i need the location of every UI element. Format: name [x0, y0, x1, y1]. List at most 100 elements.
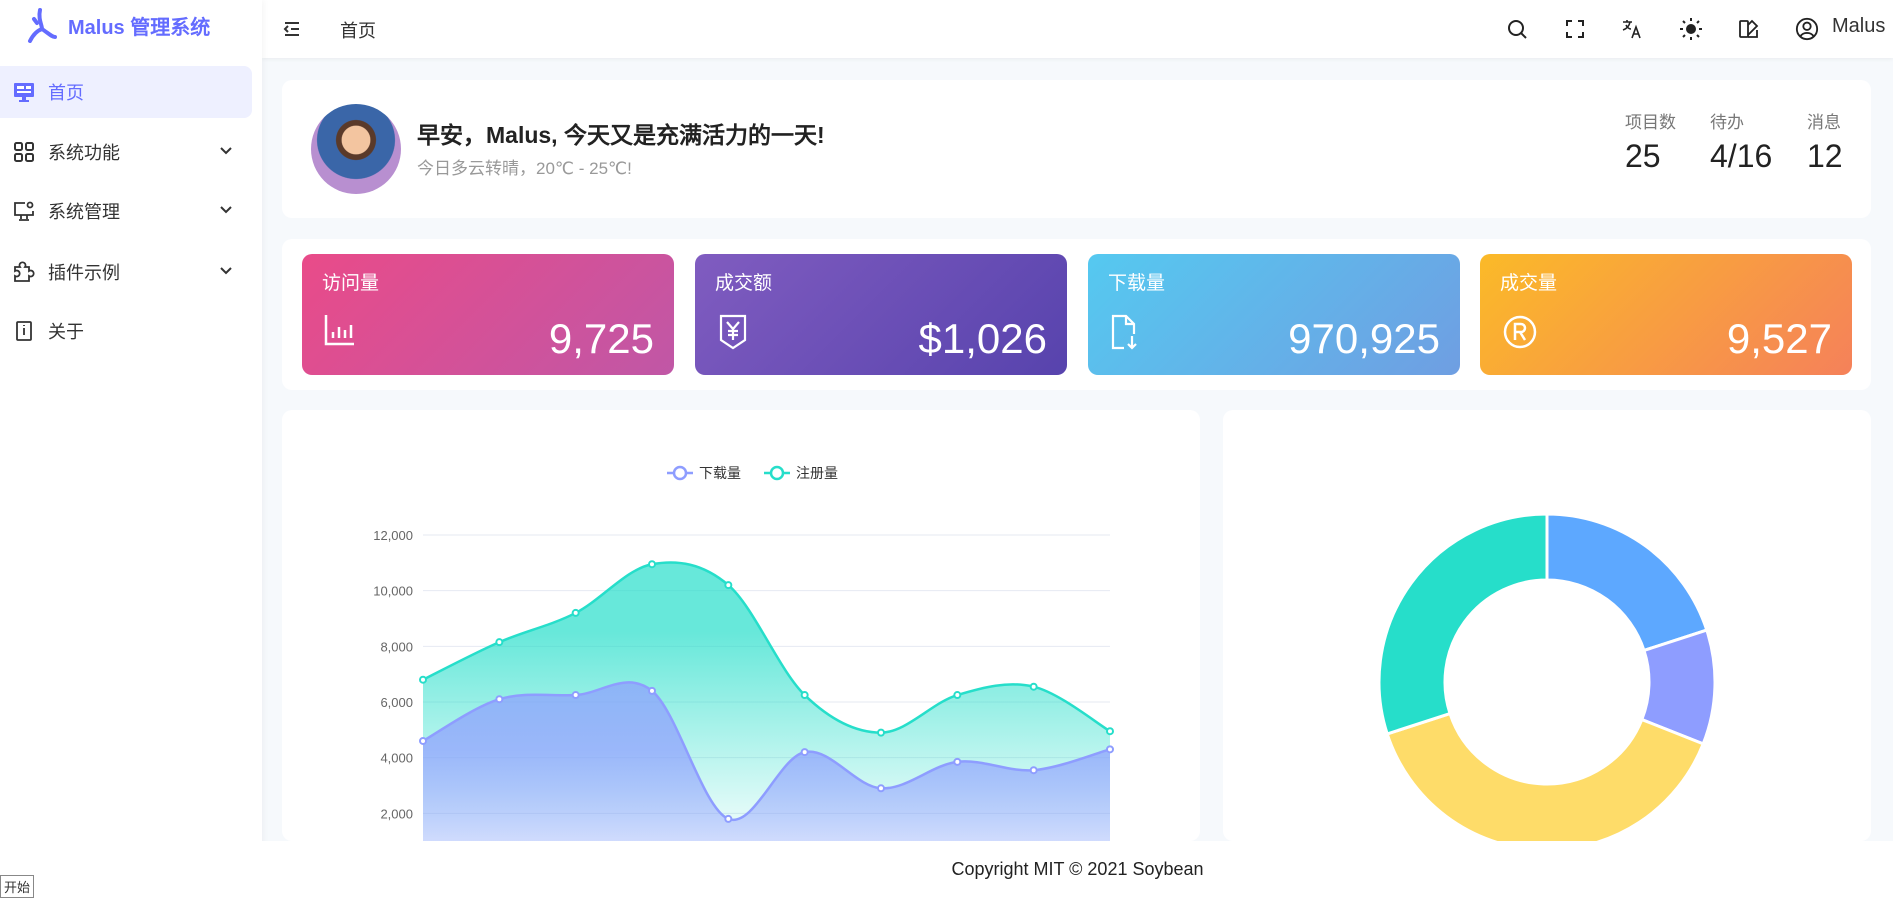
- sidebar-item-label: 关于: [48, 322, 84, 342]
- stat-value-messages: 12: [1807, 138, 1843, 174]
- stat-value-projects: 25: [1625, 138, 1661, 174]
- series-line-1: [422, 561, 1111, 734]
- stat-label-projects: 项目数: [1625, 113, 1676, 132]
- data-point[interactable]: [877, 784, 885, 793]
- sidebar-item-about[interactable]: 关于: [0, 305, 252, 357]
- donut-chart-card: [1223, 410, 1871, 841]
- donut-chart: [1377, 512, 1717, 841]
- data-point[interactable]: [648, 686, 656, 695]
- stat-card-visits[interactable]: 访问量 9,725: [302, 254, 674, 375]
- data-point[interactable]: [495, 638, 504, 647]
- sidebar-item-label: 首页: [48, 83, 84, 103]
- stat-cards-panel: 访问量 9,725 成交额 $1,026 下载量 970,925 成交量 9,5…: [282, 239, 1871, 390]
- stat-card-value: 9,527: [1726, 315, 1832, 362]
- stat-label-messages: 消息: [1807, 113, 1841, 132]
- stat-label-todo: 待办: [1710, 113, 1744, 132]
- data-point[interactable]: [724, 814, 733, 823]
- donut-slice[interactable]: [1377, 512, 1549, 736]
- sidebar-item-home[interactable]: 首页: [0, 66, 252, 118]
- greeting-title: 早安，Malus, 今天又是充满活力的一天!: [417, 122, 825, 148]
- sidebar-item-label: 系统管理: [48, 202, 120, 222]
- registered-icon: [1502, 314, 1538, 355]
- grid-icon: [12, 140, 36, 164]
- info-book-icon: [12, 319, 36, 343]
- y-tick-label: 10,000: [373, 584, 413, 599]
- stat-card-revenue[interactable]: 成交额 $1,026: [695, 254, 1067, 375]
- avatar: [311, 104, 401, 194]
- data-point[interactable]: [571, 608, 580, 617]
- breadcrumb[interactable]: 首页: [340, 21, 376, 41]
- greeting-card: 早安，Malus, 今天又是充满活力的一天! 今日多云转晴，20℃ - 25℃!…: [282, 80, 1871, 218]
- greeting-subtitle: 今日多云转晴，20℃ - 25℃!: [417, 159, 632, 178]
- data-point[interactable]: [953, 757, 962, 766]
- chevron-down-icon: [218, 142, 234, 163]
- stat-card-value: $1,026: [918, 315, 1047, 362]
- footer: Copyright MIT © 2021 Soybean: [262, 841, 1893, 900]
- sidebar-item-plugin-examples[interactable]: 插件示例: [0, 246, 252, 298]
- area-0: [423, 682, 1110, 841]
- data-point[interactable]: [724, 581, 733, 590]
- legend-marker[interactable]: [672, 465, 688, 481]
- user-circle-icon[interactable]: [1795, 17, 1819, 41]
- stat-card-deals[interactable]: 成交量 9,527: [1480, 254, 1852, 375]
- stat-card-title: 下载量: [1108, 273, 1166, 294]
- header: 首页 Malus: [262, 0, 1893, 58]
- data-point[interactable]: [419, 675, 427, 684]
- y-tick-label: 4,000: [380, 751, 413, 766]
- data-point[interactable]: [419, 736, 427, 745]
- sidebar-item-label: 插件示例: [48, 263, 120, 283]
- yen-icon: [717, 314, 749, 355]
- stat-card-value: 9,725: [548, 315, 654, 362]
- legend-label[interactable]: 注册量: [796, 465, 838, 481]
- fullscreen-icon[interactable]: [1563, 17, 1587, 41]
- monitor-settings-icon: [12, 199, 36, 223]
- data-point[interactable]: [1106, 745, 1114, 754]
- user-name[interactable]: Malus: [1832, 15, 1886, 37]
- line-chart: 2,000 4,000 6,000 8,000 10,000 12,000 下载量 注册量: [373, 465, 1114, 841]
- stat-card-value: 970,925: [1288, 315, 1440, 362]
- monitor-icon: [12, 80, 36, 104]
- app-title: Malus 管理系统: [68, 16, 211, 39]
- data-point[interactable]: [1029, 766, 1038, 775]
- copyright-text: Copyright MIT © 2021 Soybean: [951, 859, 1204, 879]
- data-point[interactable]: [495, 695, 504, 704]
- series-line-0: [422, 681, 1111, 822]
- data-point[interactable]: [1106, 727, 1114, 736]
- stat-card-title: 成交额: [715, 273, 773, 294]
- logo[interactable]: Malus 管理系统: [0, 0, 262, 50]
- data-point[interactable]: [571, 691, 580, 700]
- y-tick-label: 2,000: [380, 806, 413, 821]
- donut-slice[interactable]: [1545, 512, 1709, 652]
- menu-collapse-icon[interactable]: [280, 17, 304, 41]
- puzzle-icon: [12, 260, 36, 284]
- data-point[interactable]: [800, 748, 809, 757]
- file-download-icon: [1110, 314, 1142, 357]
- stat-card-title: 访问量: [322, 273, 380, 294]
- theme-icon[interactable]: [1737, 17, 1761, 41]
- sidebar-item-system-management[interactable]: 系统管理: [0, 185, 252, 237]
- y-tick-label: 6,000: [380, 695, 413, 710]
- search-icon[interactable]: [1505, 17, 1529, 41]
- translate-icon[interactable]: [1620, 17, 1644, 41]
- legend-marker[interactable]: [769, 465, 785, 481]
- stat-card-title: 成交量: [1500, 273, 1558, 294]
- data-point[interactable]: [877, 728, 885, 737]
- stat-card-downloads[interactable]: 下载量 970,925: [1088, 254, 1460, 375]
- sidebar-item-label: 系统功能: [48, 143, 120, 163]
- chevron-down-icon: [218, 201, 234, 222]
- sidebar-item-system-functions[interactable]: 系统功能: [0, 126, 252, 178]
- data-point[interactable]: [800, 691, 809, 700]
- y-tick-label: 12,000: [373, 528, 413, 543]
- sun-icon[interactable]: [1679, 17, 1703, 41]
- start-button[interactable]: 开始: [0, 875, 35, 898]
- stat-value-todo: 4/16: [1710, 138, 1773, 174]
- data-point[interactable]: [1029, 682, 1038, 691]
- legend-label[interactable]: 下载量: [699, 465, 741, 481]
- data-point[interactable]: [953, 691, 962, 700]
- bar-chart-icon: [324, 314, 356, 351]
- y-tick-label: 8,000: [380, 639, 413, 654]
- line-chart-card: 2,000 4,000 6,000 8,000 10,000 12,000 下载量 注册量: [282, 410, 1200, 841]
- donut-slice[interactable]: [1385, 712, 1705, 841]
- chevron-down-icon: [218, 262, 234, 283]
- data-point[interactable]: [648, 560, 656, 569]
